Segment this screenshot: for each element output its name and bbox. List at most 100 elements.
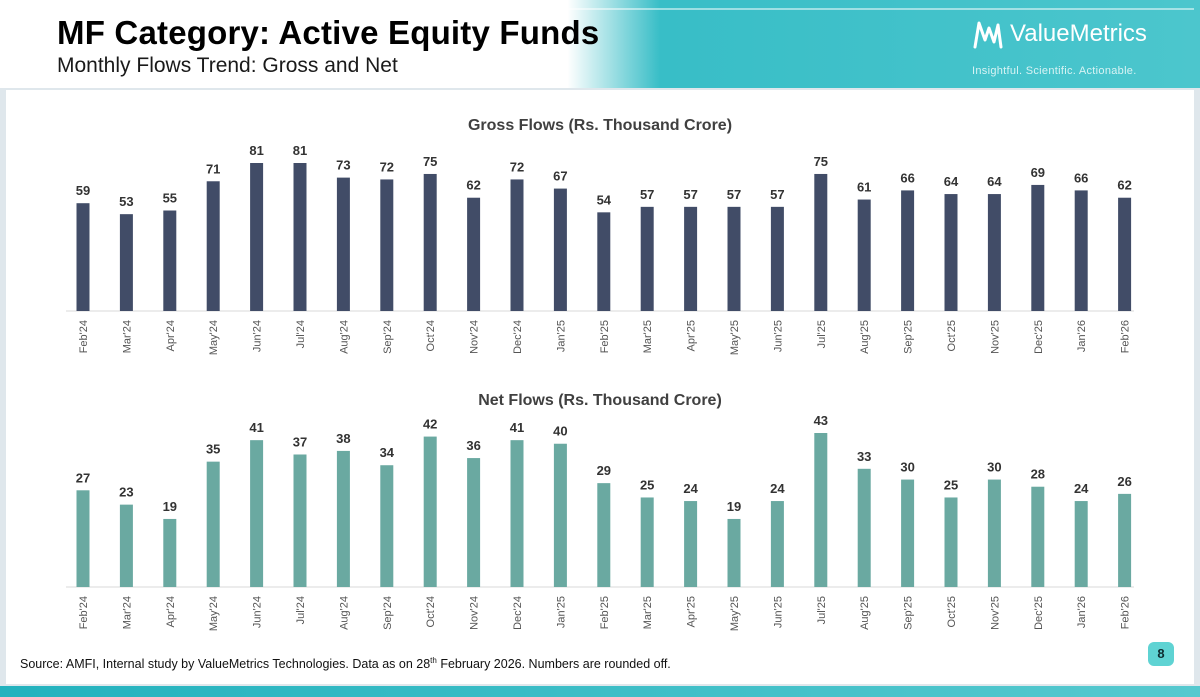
bar xyxy=(684,501,698,587)
data-label: 19 xyxy=(727,499,741,514)
data-label: 57 xyxy=(640,187,654,202)
x-tick-label: Apr'25 xyxy=(686,320,698,351)
bar xyxy=(250,163,264,311)
data-label: 33 xyxy=(857,449,871,464)
x-tick-label: Mar'25 xyxy=(642,596,654,629)
source-note-suffix: February 2026. Numbers are rounded off. xyxy=(436,657,671,672)
x-tick-label: Jun'25 xyxy=(772,320,784,352)
bar xyxy=(423,173,437,311)
bar xyxy=(640,497,654,587)
x-tick-label: Jan'25 xyxy=(555,596,567,628)
x-tick-label: Jun'24 xyxy=(252,596,264,628)
page-subtitle: Monthly Flows Trend: Gross and Net xyxy=(57,54,398,77)
x-tick-label: Aug'24 xyxy=(338,596,350,630)
page-title: MF Category: Active Equity Funds xyxy=(57,14,600,51)
x-tick-label: Apr'25 xyxy=(686,596,698,627)
bar xyxy=(857,468,871,587)
data-label: 64 xyxy=(987,174,1002,189)
data-label: 24 xyxy=(1074,481,1089,496)
bar xyxy=(987,194,1001,311)
x-tick-label: Sep'25 xyxy=(903,320,915,354)
data-label: 43 xyxy=(814,413,828,428)
title-panel xyxy=(0,0,660,88)
data-label: 34 xyxy=(380,445,395,460)
x-tick-label: Jul'24 xyxy=(295,320,307,348)
data-label: 57 xyxy=(727,187,741,202)
data-label: 27 xyxy=(76,470,90,485)
x-tick-label: Jun'25 xyxy=(772,596,784,628)
data-label: 81 xyxy=(293,143,307,158)
x-tick-label: Dec'24 xyxy=(512,320,524,354)
x-tick-label: May'25 xyxy=(729,596,741,631)
data-label: 23 xyxy=(119,485,133,500)
x-tick-label: Aug'25 xyxy=(859,596,871,630)
data-label: 71 xyxy=(206,161,220,176)
net-flows-chart: Net Flows (Rs. Thousand Crore) 27 Feb'24 23… xyxy=(66,392,1134,631)
bar xyxy=(1031,184,1045,311)
data-label: 54 xyxy=(597,192,612,207)
bar xyxy=(206,461,220,587)
x-tick-label: Nov'24 xyxy=(469,596,481,630)
data-label: 62 xyxy=(1117,178,1131,193)
x-tick-label: Feb'26 xyxy=(1120,320,1132,353)
data-label: 42 xyxy=(423,417,437,432)
bar xyxy=(250,440,264,587)
data-label: 66 xyxy=(900,170,914,185)
data-label: 36 xyxy=(466,438,480,453)
bar xyxy=(119,504,133,587)
data-label: 25 xyxy=(640,477,654,492)
x-tick-label: Nov'24 xyxy=(469,320,481,354)
data-label: 59 xyxy=(76,183,90,198)
brand-name: ValueMetrics xyxy=(1010,20,1147,47)
data-label: 75 xyxy=(814,154,828,169)
bar xyxy=(510,179,524,311)
bar xyxy=(597,212,611,311)
bar xyxy=(1031,486,1045,587)
data-label: 37 xyxy=(293,434,307,449)
bar xyxy=(293,163,307,311)
x-tick-label: Sep'24 xyxy=(382,320,394,354)
data-label: 64 xyxy=(944,174,959,189)
source-note: Source: AMFI, Internal study by ValueMet… xyxy=(20,656,671,671)
x-tick-label: Feb'26 xyxy=(1120,596,1132,629)
x-tick-label: Mar'24 xyxy=(121,320,133,353)
data-label: 40 xyxy=(553,424,567,439)
bar xyxy=(467,458,481,587)
data-label: 38 xyxy=(336,431,350,446)
data-label: 75 xyxy=(423,154,437,169)
data-label: 69 xyxy=(1031,165,1045,180)
x-tick-label: Apr'24 xyxy=(165,320,177,351)
data-label: 67 xyxy=(553,169,567,184)
source-note-prefix: Source: AMFI, Internal study by ValueMet… xyxy=(20,657,431,672)
bar xyxy=(944,497,958,587)
bar xyxy=(163,210,177,311)
bar xyxy=(597,483,611,587)
x-tick-label: Sep'24 xyxy=(382,596,394,630)
bar xyxy=(293,454,307,587)
chart-title: Net Flows (Rs. Thousand Crore) xyxy=(478,392,722,409)
bar xyxy=(553,188,567,311)
header-banner: MF Category: Active Equity Funds Monthly… xyxy=(0,0,1200,88)
x-tick-label: Feb'24 xyxy=(78,320,90,353)
brand-tagline: Insightful. Scientific. Actionable. xyxy=(972,65,1137,77)
bar xyxy=(119,214,133,311)
data-label: 41 xyxy=(249,420,263,435)
data-label: 57 xyxy=(683,187,697,202)
bar xyxy=(727,206,741,311)
x-tick-label: Dec'25 xyxy=(1033,320,1045,354)
data-label: 25 xyxy=(944,477,958,492)
bar xyxy=(423,436,437,587)
x-tick-label: Aug'24 xyxy=(338,320,350,354)
x-tick-label: May'25 xyxy=(729,320,741,355)
gross-flows-chart: Gross Flows (Rs. Thousand Crore) 59 Feb'24… xyxy=(66,117,1134,355)
data-label: 72 xyxy=(380,159,394,174)
x-tick-label: Feb'25 xyxy=(599,320,611,353)
brand-block: ValueMetrics Insightful. Scientific. Act… xyxy=(972,18,1172,78)
bar xyxy=(380,465,394,587)
data-label: 26 xyxy=(1117,474,1131,489)
x-tick-label: Oct'24 xyxy=(425,596,437,627)
bar xyxy=(727,518,741,587)
data-label: 30 xyxy=(987,460,1001,475)
x-tick-label: Oct'25 xyxy=(946,320,958,351)
x-tick-label: Oct'25 xyxy=(946,596,958,627)
